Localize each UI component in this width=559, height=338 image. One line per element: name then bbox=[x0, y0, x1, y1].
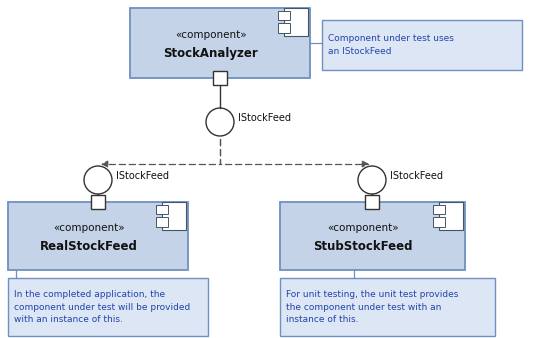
Bar bbox=[8, 278, 208, 336]
Text: In the completed application, the
component under test will be provided
with an : In the completed application, the compon… bbox=[14, 290, 190, 324]
Bar bbox=[280, 202, 465, 270]
Bar bbox=[278, 10, 290, 20]
Bar bbox=[439, 202, 463, 230]
Bar bbox=[155, 217, 168, 227]
Bar bbox=[284, 8, 308, 36]
Bar bbox=[322, 20, 522, 70]
Text: IStockFeed: IStockFeed bbox=[238, 113, 291, 123]
Bar bbox=[433, 204, 445, 214]
Text: «component»: «component» bbox=[328, 223, 399, 233]
Text: StubStockFeed: StubStockFeed bbox=[314, 240, 413, 253]
Bar bbox=[130, 8, 310, 78]
Bar bbox=[213, 71, 227, 85]
Text: StockAnalyzer: StockAnalyzer bbox=[164, 47, 258, 60]
Text: Component under test uses
an IStockFeed: Component under test uses an IStockFeed bbox=[328, 34, 454, 56]
Bar bbox=[155, 204, 168, 214]
Bar bbox=[278, 23, 290, 33]
Text: For unit testing, the unit test provides
the component under test with an
instan: For unit testing, the unit test provides… bbox=[286, 290, 458, 324]
Bar bbox=[365, 195, 379, 209]
Bar bbox=[433, 217, 445, 227]
Text: RealStockFeed: RealStockFeed bbox=[40, 240, 138, 253]
Bar bbox=[91, 195, 105, 209]
Bar bbox=[162, 202, 186, 230]
Text: IStockFeed: IStockFeed bbox=[390, 171, 443, 181]
Text: «component»: «component» bbox=[175, 30, 247, 40]
Bar bbox=[280, 278, 495, 336]
Text: IStockFeed: IStockFeed bbox=[116, 171, 169, 181]
Bar bbox=[8, 202, 188, 270]
Text: «component»: «component» bbox=[53, 223, 125, 233]
